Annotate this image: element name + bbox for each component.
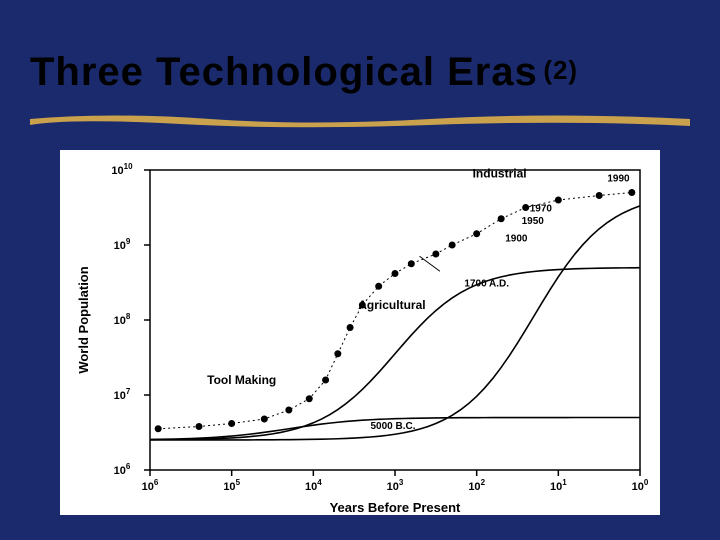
data-point — [522, 204, 529, 211]
callout-tick — [420, 256, 440, 271]
x-axis-title: Years Before Present — [330, 500, 461, 515]
svg-text:109: 109 — [114, 237, 131, 252]
svg-text:100: 100 — [632, 478, 649, 493]
svg-text:106: 106 — [142, 478, 159, 493]
slide-title: Three Technological Eras (2) — [30, 50, 578, 95]
callout-y1950: 1950 — [522, 216, 545, 227]
era-label-industrial: Industrial — [473, 167, 527, 181]
chart-panel: 106 105 104 103 102 101 100 106 107 108 109 1010 Yea… — [60, 150, 660, 515]
slide: Three Technological Eras (2) 10610510410… — [0, 0, 720, 540]
data-point — [155, 425, 162, 432]
callout-y1900: 1900 — [505, 233, 528, 244]
data-point — [449, 242, 456, 249]
data-point — [628, 189, 635, 196]
data-point — [322, 377, 329, 384]
slide-title-suffix: (2) — [543, 55, 578, 85]
data-point — [498, 215, 505, 222]
population-chart: 106 105 104 103 102 101 100 106 107 108 109 1010 Yea… — [60, 150, 660, 515]
data-point — [306, 395, 313, 402]
svg-text:103: 103 — [387, 478, 404, 493]
data-point — [334, 350, 341, 357]
svg-text:1010: 1010 — [111, 162, 133, 177]
svg-text:101: 101 — [550, 478, 567, 493]
svg-text:104: 104 — [305, 478, 322, 493]
data-point — [261, 416, 268, 423]
era-curve-industrial — [150, 206, 640, 440]
data-point — [347, 324, 354, 331]
slide-title-main: Three Technological Eras — [30, 50, 538, 94]
y-axis-title: World Population — [76, 266, 91, 373]
callout-ad1700: 1700 A.D. — [464, 278, 509, 289]
data-point — [473, 230, 480, 237]
data-point — [228, 420, 235, 427]
callout-bc5000: 5000 B.C. — [371, 421, 416, 432]
svg-text:106: 106 — [114, 462, 131, 477]
data-point — [392, 270, 399, 277]
svg-text:107: 107 — [114, 387, 131, 402]
title-underline — [30, 110, 690, 128]
svg-text:108: 108 — [114, 312, 131, 327]
era-curve-agricultural — [150, 268, 640, 440]
data-point — [432, 251, 439, 258]
era-label-tool_making: Tool Making — [207, 373, 276, 387]
data-point — [596, 192, 603, 199]
svg-text:102: 102 — [468, 478, 485, 493]
data-point — [408, 260, 415, 267]
data-point — [196, 423, 203, 430]
callout-y1990: 1990 — [607, 173, 630, 184]
svg-text:105: 105 — [223, 478, 240, 493]
data-point — [555, 197, 562, 204]
data-point — [375, 283, 382, 290]
callout-y1970: 1970 — [530, 203, 553, 214]
data-point — [285, 407, 292, 414]
era-label-agricultural: Agricultural — [358, 298, 425, 312]
